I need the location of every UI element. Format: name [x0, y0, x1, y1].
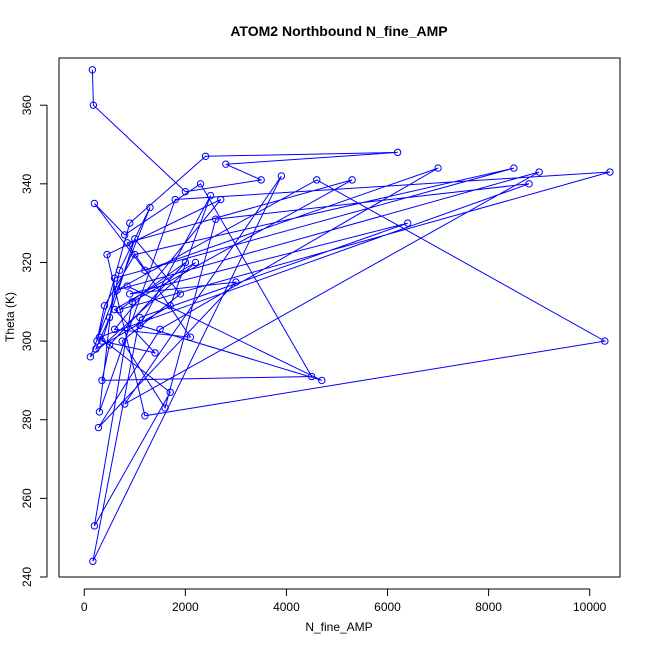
data-point: [98, 376, 106, 385]
data-point: [393, 148, 402, 157]
data-point: [115, 305, 124, 314]
series-points: [86, 66, 614, 565]
data-point: [217, 195, 225, 204]
data-point: [136, 321, 144, 330]
x-tick-label: 0: [81, 600, 88, 614]
data-point: [535, 168, 543, 176]
x-tick-label: 6000: [374, 600, 401, 614]
data-point: [98, 337, 106, 345]
data-point: [121, 231, 129, 239]
data-point: [232, 278, 240, 286]
y-tick-label: 360: [20, 95, 34, 115]
data-point: [103, 250, 111, 259]
data-point: [318, 376, 326, 385]
data-point: [171, 195, 179, 204]
data-point: [95, 333, 104, 341]
data-point: [186, 333, 195, 341]
data-point: [308, 372, 316, 381]
x-tick-label: 10000: [573, 600, 607, 614]
x-axis: 0 2000 4000 6000 8000 10000: [81, 588, 607, 614]
data-point: [146, 203, 154, 212]
data-point: [131, 250, 139, 259]
data-point: [257, 176, 265, 184]
data-point: [222, 160, 230, 168]
y-tick-label: 260: [20, 488, 34, 508]
x-tick-label: 2000: [172, 600, 199, 614]
data-point: [601, 337, 609, 345]
data-point: [118, 337, 126, 345]
data-point: [105, 313, 114, 322]
data-point: [348, 176, 356, 184]
data-point: [141, 412, 149, 420]
data-point: [90, 522, 99, 530]
data-point: [176, 290, 184, 298]
data-point: [115, 266, 124, 275]
data-point: [166, 388, 174, 396]
x-tick-label: 4000: [273, 600, 300, 614]
data-point: [110, 274, 119, 282]
data-point: [105, 341, 114, 349]
data-point: [161, 404, 169, 412]
data-point: [191, 258, 200, 267]
data-point: [196, 180, 205, 188]
series-line: [89, 69, 611, 562]
data-point: [211, 215, 220, 223]
data-point: [100, 302, 109, 310]
data-point: [121, 400, 129, 408]
y-tick-label: 320: [20, 252, 34, 272]
data-point: [93, 337, 101, 345]
data-point: [113, 286, 121, 294]
data-point: [86, 353, 95, 361]
data-point: [123, 282, 131, 290]
data-point: [110, 305, 119, 314]
data-point: [206, 191, 215, 200]
data-point: [123, 239, 131, 247]
data-point: [89, 101, 98, 109]
y-axis: 240 260 280 300 320 340 360: [20, 95, 48, 587]
series-lines: [89, 69, 611, 562]
data-point: [126, 219, 134, 227]
data-point: [313, 176, 321, 184]
plot-frame: [58, 57, 621, 578]
data-point: [606, 168, 614, 176]
data-point: [156, 325, 164, 333]
chart-title: ATOM2 Northbound N_fine_AMP: [230, 23, 447, 39]
data-point: [277, 172, 286, 180]
data-point: [510, 164, 518, 172]
data-point: [128, 298, 136, 306]
data-point: [110, 325, 119, 333]
data-point: [126, 290, 134, 298]
data-point: [525, 180, 533, 188]
data-point: [141, 266, 149, 275]
x-axis-label: N_fine_AMP: [305, 620, 372, 634]
data-point: [181, 258, 190, 267]
data-point: [88, 66, 97, 74]
data-point: [201, 152, 210, 160]
data-point: [90, 199, 99, 208]
data-point: [95, 408, 104, 416]
data-point: [181, 187, 190, 196]
data-point: [151, 349, 159, 357]
y-tick-label: 280: [20, 409, 34, 429]
data-point: [131, 235, 139, 243]
y-tick-label: 300: [20, 331, 34, 351]
data-point: [166, 302, 174, 310]
data-point: [89, 557, 97, 565]
data-point: [92, 345, 100, 353]
y-tick-label: 340: [20, 173, 34, 193]
data-point: [136, 313, 144, 322]
data-point: [94, 423, 103, 432]
y-axis-label: Theta (K): [3, 292, 17, 342]
y-tick-label: 240: [20, 567, 34, 587]
data-point: [404, 219, 412, 227]
x-tick-label: 8000: [475, 600, 502, 614]
data-point: [434, 164, 442, 172]
